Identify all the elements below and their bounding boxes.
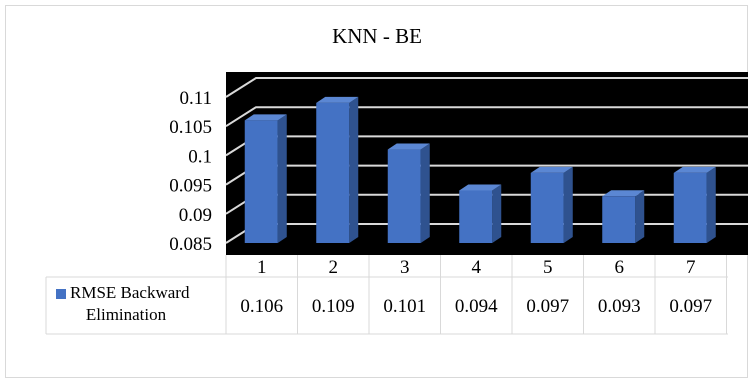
data-table: 1 0.106 2 0.109 3 0.101 4 0.094 5 0.097 6 0.093 7 0.0…	[45, 255, 728, 335]
legend-label: RMSE Backward	[70, 283, 190, 302]
legend-swatch	[56, 289, 66, 299]
y-tick-label: 0.095	[169, 176, 212, 197]
bar-top	[459, 184, 502, 191]
y-tick-label: 0.09	[179, 205, 212, 226]
x-category-label: 5	[543, 257, 553, 278]
bar-2	[316, 96, 359, 243]
plot-area	[225, 72, 748, 255]
gridline	[225, 77, 748, 98]
bar-3	[387, 143, 430, 243]
y-tick-label: 0.105	[169, 117, 212, 138]
y-tick-label: 0.11	[179, 88, 212, 109]
bar-7	[673, 166, 716, 243]
bar-side	[706, 166, 716, 243]
bar-side	[492, 184, 502, 243]
bar-side	[277, 114, 287, 243]
bar-top	[387, 143, 430, 150]
bar-side	[635, 190, 645, 243]
bar-side	[420, 143, 430, 243]
bar-front	[530, 172, 564, 243]
bar-side	[563, 166, 573, 243]
x-category-label: 4	[472, 257, 482, 278]
x-category-label: 3	[400, 257, 410, 278]
bar-top	[530, 166, 573, 173]
bar-front	[673, 172, 707, 243]
bar-front	[244, 120, 278, 243]
bar-6	[602, 190, 645, 243]
bar-front	[316, 102, 350, 243]
bar-top	[602, 190, 645, 197]
bar-4	[459, 184, 502, 243]
bar-top	[244, 114, 287, 121]
bar-front	[387, 149, 421, 243]
bar-top	[316, 96, 359, 103]
gridline	[225, 106, 748, 128]
x-category-label: 6	[615, 257, 625, 278]
chart-title: KNN - BE	[332, 24, 422, 48]
y-tick-label: 0.085	[169, 234, 212, 255]
bar-front	[459, 190, 493, 243]
bar-top	[673, 166, 716, 173]
data-label: 0.097	[526, 296, 569, 317]
bar-side	[349, 96, 359, 243]
x-category-label: 2	[329, 257, 339, 278]
bar-5	[530, 166, 573, 243]
bar-1	[244, 114, 287, 243]
bar-front	[602, 196, 636, 243]
legend-label: Elimination	[86, 305, 167, 324]
data-label: 0.097	[669, 296, 712, 317]
data-label: 0.106	[240, 296, 283, 317]
data-label: 0.109	[312, 296, 355, 317]
y-axis: 0.085 0.09 0.095 0.1 0.105 0.11	[169, 88, 212, 255]
data-label: 0.094	[455, 296, 498, 317]
y-tick-label: 0.1	[188, 146, 212, 167]
x-category-label: 1	[257, 257, 267, 278]
data-label: 0.093	[598, 296, 641, 317]
data-label: 0.101	[383, 296, 426, 317]
x-category-label: 7	[686, 257, 696, 278]
